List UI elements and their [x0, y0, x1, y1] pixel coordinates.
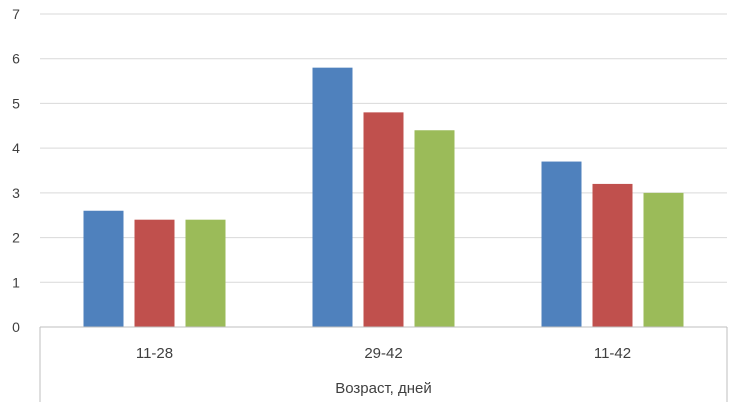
bars — [83, 67, 684, 328]
bar-11-28-series-3 — [185, 219, 226, 327]
y-tick-label: 4 — [12, 140, 20, 156]
y-tick-label: 2 — [12, 230, 20, 246]
bar-11-28-series-2 — [134, 219, 175, 327]
bar-11-28-series-1 — [83, 210, 124, 327]
y-axis-ticks: 0 1 2 3 4 5 6 7 — [12, 6, 20, 335]
bar-11-42-series-3 — [643, 192, 684, 327]
bar-11-42-series-2 — [592, 183, 633, 327]
x-tick-label: 29-42 — [364, 345, 402, 362]
x-tick-label: 11-42 — [594, 345, 631, 362]
y-tick-label: 0 — [12, 319, 20, 335]
x-axis-ticks: 11-28 29-42 11-42 — [136, 345, 631, 362]
x-tick-label: 11-28 — [136, 345, 173, 362]
y-tick-label: 6 — [12, 51, 20, 67]
y-tick-label: 7 — [12, 6, 20, 22]
bar-29-42-series-3 — [414, 130, 455, 327]
y-tick-label: 1 — [12, 274, 20, 290]
bar-29-42-series-2 — [363, 112, 404, 327]
bar-29-42-series-1 — [312, 67, 353, 328]
y-tick-label: 3 — [12, 185, 20, 201]
y-tick-label: 5 — [12, 95, 20, 111]
x-axis-label: Возраст, дней — [335, 380, 432, 397]
bar-11-42-series-1 — [541, 161, 582, 327]
